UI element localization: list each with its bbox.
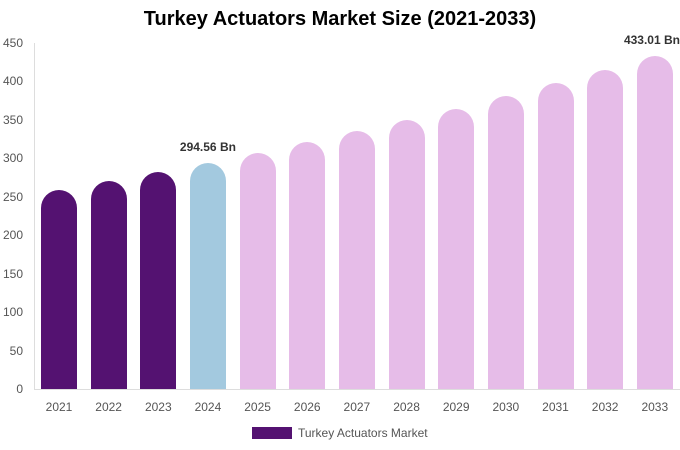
data-label-2024: 294.56 Bn	[179, 139, 236, 154]
bar-2025[interactable]	[239, 152, 276, 389]
bar-2023[interactable]	[140, 172, 177, 389]
y-tick-label: 100	[2, 305, 23, 320]
y-tick-label: 300	[2, 151, 23, 166]
bar-2028[interactable]	[388, 120, 425, 389]
y-tick-label: 350	[2, 112, 23, 127]
bar-2033[interactable]	[636, 56, 673, 389]
bar-2031[interactable]	[537, 83, 574, 389]
x-tick-label: 2021	[45, 400, 73, 414]
legend[interactable]: Turkey Actuators Market	[252, 426, 428, 440]
x-tick-label: 2033	[641, 400, 669, 414]
y-tick-label: 50	[9, 343, 23, 358]
x-tick-label: 2025	[244, 400, 271, 414]
x-tick-label: 2031	[542, 400, 569, 414]
x-tick-label: 2029	[442, 400, 470, 414]
legend-swatch	[252, 427, 292, 439]
y-axis-line	[34, 43, 35, 390]
y-tick-label: 450	[2, 36, 23, 50]
bar-2024[interactable]	[189, 162, 226, 389]
x-tick-label: 2023	[144, 400, 172, 414]
x-tick-label: 2032	[591, 400, 619, 414]
x-tick-label: 2030	[492, 400, 520, 414]
x-axis-line	[34, 389, 680, 390]
y-tick-label: 400	[2, 74, 23, 89]
x-tick-label: 2027	[343, 400, 371, 414]
bar-2032[interactable]	[587, 70, 624, 389]
bar-2027[interactable]	[338, 131, 375, 389]
data-label-2033: 433.01 Bn	[623, 33, 680, 48]
bar-2026[interactable]	[289, 142, 326, 389]
bar-2022[interactable]	[90, 181, 127, 389]
y-tick-label: 250	[2, 189, 23, 204]
y-tick-label: 0	[16, 382, 23, 396]
bar-2030[interactable]	[487, 96, 524, 389]
y-tick-label: 200	[2, 228, 23, 243]
bar-2021[interactable]	[41, 189, 77, 389]
y-tick-label: 150	[2, 266, 23, 281]
x-tick-label: 2024	[194, 400, 222, 414]
legend-label: Turkey Actuators Market	[298, 426, 428, 440]
chart-title: Turkey Actuators Market Size (2021-2033)	[143, 8, 537, 30]
bar-2029[interactable]	[438, 108, 475, 389]
x-tick-label: 2022	[95, 400, 122, 414]
x-tick-label: 2028	[393, 400, 420, 414]
x-tick-label: 2026	[293, 400, 321, 414]
